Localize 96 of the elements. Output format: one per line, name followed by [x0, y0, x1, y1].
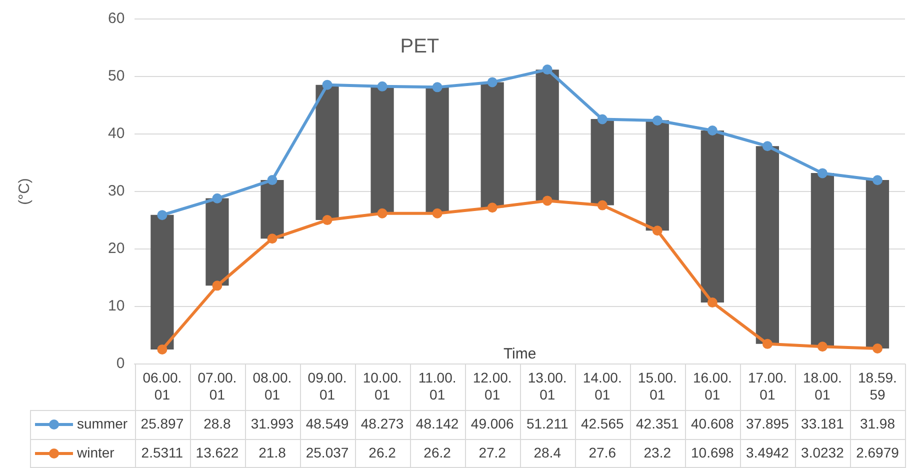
point [212, 280, 222, 291]
point [267, 234, 278, 244]
point [322, 80, 332, 90]
point [707, 126, 718, 136]
data-label: 49.006 [470, 415, 514, 432]
point [542, 196, 552, 206]
point [432, 82, 442, 92]
bar [370, 86, 394, 214]
x-tick-label: 09.00.01 [308, 369, 347, 402]
data-label: 2.5311 [141, 444, 184, 460]
x-tick-label: 18.00.01 [802, 369, 842, 402]
point [322, 215, 332, 226]
x-tick-label: 10.00.01 [362, 369, 402, 402]
point [762, 338, 772, 349]
point [597, 200, 608, 210]
data-label: 48.142 [416, 415, 459, 432]
x-tick-label: 12.00.01 [472, 369, 512, 402]
y-tick-label: 0 [116, 355, 125, 372]
point [652, 115, 662, 126]
data-label: 28.8 [204, 415, 232, 432]
data-label: 10.698 [691, 444, 734, 460]
data-label: 51.211 [526, 415, 568, 432]
data-label: 21.8 [258, 444, 286, 460]
data-label: 3.0232 [801, 444, 844, 460]
x-tick-label: 14.00.01 [582, 369, 622, 402]
x-tick-label: 17.00.01 [748, 369, 787, 402]
text: PET [400, 36, 440, 58]
point [817, 168, 828, 178]
data-label: 27.6 [588, 444, 616, 460]
data-label: 48.549 [306, 415, 349, 432]
y-axis-title: (°C) [16, 178, 34, 205]
y-tick-label: 60 [108, 10, 125, 28]
x-tick-label: 15.00.01 [638, 369, 677, 402]
x-tick-label: 07.00.01 [198, 369, 237, 402]
x-tick-label: 06.00.01 [142, 369, 182, 402]
x-tick-label: 18.59.59 [858, 369, 897, 402]
legend-label: summer [77, 415, 128, 432]
point [597, 114, 608, 124]
bar [150, 214, 174, 350]
data-label: 48.273 [360, 415, 404, 432]
x-tick-label: 08.00.01 [252, 369, 292, 402]
point [707, 297, 718, 308]
y-tick-label: 50 [108, 68, 125, 85]
point [762, 141, 772, 152]
data-label: 27.2 [478, 444, 506, 460]
data-label: 23.2 [644, 444, 672, 460]
point [377, 208, 388, 218]
point [432, 208, 442, 218]
data-label: 26.2 [424, 444, 452, 460]
point [872, 175, 882, 186]
data-label: 2.6979 [856, 444, 900, 460]
point [377, 81, 388, 92]
point [652, 226, 662, 236]
bar [316, 84, 339, 220]
point [157, 344, 168, 354]
x-tick-label: 13.00.01 [528, 369, 567, 402]
point [872, 343, 882, 354]
point [817, 342, 828, 352]
bar [480, 82, 504, 208]
data-label: 33.181 [801, 415, 844, 432]
bar [646, 120, 669, 231]
point [487, 202, 498, 213]
bar [866, 180, 890, 348]
data-label: 37.895 [746, 415, 790, 432]
point [267, 175, 278, 186]
bar [590, 119, 614, 206]
x-tick-label: 11.00.01 [418, 369, 456, 402]
x-axis-title: Time [503, 346, 536, 363]
legend-label: winter [76, 444, 115, 460]
data-label: 42.565 [580, 415, 624, 432]
point [157, 210, 168, 220]
data-label: 40.608 [691, 415, 734, 432]
data-label: 26.2 [368, 444, 396, 460]
bar [206, 198, 229, 286]
point [212, 193, 222, 204]
data-label: 13.622 [196, 444, 239, 460]
bar [536, 70, 559, 201]
bar [700, 130, 724, 302]
data-label: 25.897 [140, 415, 184, 432]
data-label: 31.993 [250, 415, 294, 432]
bar [426, 87, 449, 214]
data-label: 31.98 [860, 415, 896, 432]
y-tick-label: 30 [108, 182, 125, 200]
bar [756, 146, 779, 344]
point [487, 77, 498, 88]
y-tick-label: 20 [108, 240, 125, 258]
data-label: 25.037 [306, 444, 349, 460]
data-label: 28.4 [534, 444, 562, 460]
x-tick-label: 16.00.01 [692, 369, 732, 402]
y-tick-label: 10 [108, 298, 125, 315]
data-label: 42.351 [636, 415, 680, 432]
bar [810, 172, 834, 347]
data-label: 3.4942 [746, 444, 790, 460]
point [542, 64, 552, 75]
bar [260, 180, 284, 239]
y-tick-label: 40 [108, 125, 125, 142]
